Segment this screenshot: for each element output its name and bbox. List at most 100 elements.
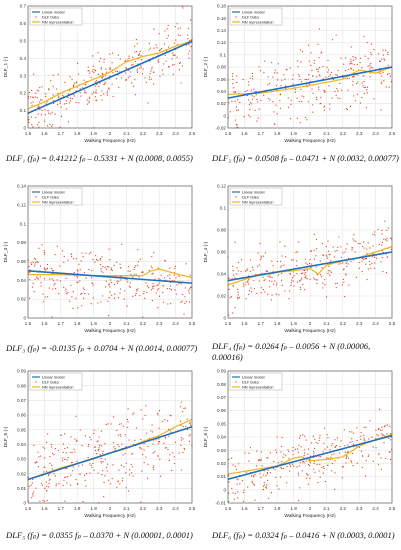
dlf-data-point xyxy=(133,85,135,87)
dlf-data-point xyxy=(51,268,53,270)
y-axis-label: DLF_6 (-) xyxy=(203,426,209,447)
dlf-data-point xyxy=(277,63,279,65)
y-tick-label: 0.04 xyxy=(17,278,26,283)
dlf-data-point xyxy=(367,242,369,244)
dlf-data-point xyxy=(119,263,121,265)
dlf-data-point xyxy=(135,265,137,267)
dlf-data-point xyxy=(276,282,278,284)
dlf-data-point xyxy=(343,268,345,270)
dlf-data-point xyxy=(151,68,153,70)
dlf-data-point xyxy=(143,449,145,451)
dlf-data-point xyxy=(369,420,371,422)
dlf-data-point xyxy=(107,479,109,481)
dlf-data-point xyxy=(170,289,173,291)
dlf-data-point xyxy=(237,479,239,481)
dlf-data-point xyxy=(29,297,31,299)
x-tick-label: 1.5 xyxy=(25,506,32,511)
dlf-data-point xyxy=(322,255,325,257)
dlf-data-point xyxy=(76,439,78,441)
dlf-data-point xyxy=(48,486,50,488)
dlf-data-point xyxy=(383,426,385,428)
dlf-data-point xyxy=(385,253,387,255)
dlf-data-point xyxy=(66,292,68,295)
dlf-data-point xyxy=(277,79,279,81)
dlf-data-point xyxy=(121,480,123,482)
dlf-data-point xyxy=(110,279,112,281)
x-tick-label: 2.3 xyxy=(356,506,363,511)
dlf-data-point xyxy=(298,100,300,102)
dlf-data-point xyxy=(382,49,384,51)
dlf-data-point xyxy=(343,281,345,283)
dlf-data-point xyxy=(345,248,347,250)
x-tick-label: 1.9 xyxy=(90,321,97,326)
dlf-data-point xyxy=(89,436,91,438)
dlf-data-point xyxy=(281,284,283,287)
dlf-data-point xyxy=(77,483,79,485)
dlf-data-point xyxy=(92,462,94,464)
dlf-data-point xyxy=(81,252,83,254)
dlf-data-point xyxy=(189,288,191,290)
dlf-data-point xyxy=(256,450,258,452)
dlf-data-point xyxy=(334,472,336,474)
dlf-data-point xyxy=(353,234,355,236)
dlf-data-point xyxy=(126,418,128,421)
x-tick-label: 2.5 xyxy=(389,506,396,511)
dlf-data-point xyxy=(287,97,289,99)
dlf-data-point xyxy=(362,75,364,77)
dlf-data-point xyxy=(329,108,331,110)
dlf-data-point xyxy=(258,66,260,68)
dlf-data-point xyxy=(290,118,292,120)
dlf-data-point xyxy=(263,470,265,472)
dlf-data-point xyxy=(171,58,173,60)
dlf-data-point xyxy=(54,254,56,256)
dlf-data-point xyxy=(373,267,376,269)
dlf-data-point xyxy=(381,58,383,60)
dlf-data-point xyxy=(66,482,68,484)
dlf-data-point xyxy=(173,272,176,274)
dlf-data-point xyxy=(252,98,254,100)
dlf-data-point xyxy=(73,95,75,97)
dlf-data-point xyxy=(299,487,301,489)
dlf-data-point xyxy=(108,315,110,317)
dlf-data-point xyxy=(300,288,302,291)
dlf-data-point xyxy=(377,435,379,437)
dlf-data-point xyxy=(171,64,174,66)
dlf-data-point xyxy=(374,234,376,236)
dlf-data-point xyxy=(310,266,312,269)
dlf-data-point xyxy=(251,103,253,105)
dlf-data-point xyxy=(127,59,129,61)
dlf-data-point xyxy=(98,448,100,450)
dlf-data-point xyxy=(46,268,48,270)
dlf-data-point xyxy=(318,440,320,442)
dlf-data-point xyxy=(123,298,125,300)
dlf-data-point xyxy=(351,438,353,440)
dlf-data-point xyxy=(372,233,374,235)
y-tick-label: 0.16 xyxy=(217,16,226,21)
dlf-data-point xyxy=(379,408,381,410)
dlf-data-point xyxy=(129,270,131,272)
dlf-data-point xyxy=(136,289,138,291)
dlf-data-point xyxy=(377,228,379,231)
dlf-data-point xyxy=(306,269,308,271)
dlf-data-point xyxy=(122,477,124,479)
x-tick-label: 1.6 xyxy=(241,131,248,136)
dlf-data-point xyxy=(161,69,163,71)
dlf-data-point xyxy=(351,441,353,443)
dlf-data-point xyxy=(368,261,370,263)
dlf-data-point xyxy=(249,447,252,449)
dlf-data-point xyxy=(292,463,294,465)
dlf-data-point xyxy=(248,104,250,106)
dlf-data-point xyxy=(251,482,253,484)
dlf-data-point xyxy=(242,500,245,502)
dlf-data-point xyxy=(143,461,145,464)
dlf-data-point xyxy=(157,455,159,457)
dlf-data-point xyxy=(352,443,355,445)
dlf-data-point xyxy=(34,263,36,265)
dlf-data-point xyxy=(158,50,161,52)
dlf-data-point xyxy=(378,453,380,455)
dlf-data-point xyxy=(258,108,260,110)
dlf-data-point xyxy=(275,476,277,479)
dlf-data-point xyxy=(342,76,344,79)
y-tick-label: 0.7 xyxy=(20,4,27,9)
dlf-data-point xyxy=(189,50,191,52)
